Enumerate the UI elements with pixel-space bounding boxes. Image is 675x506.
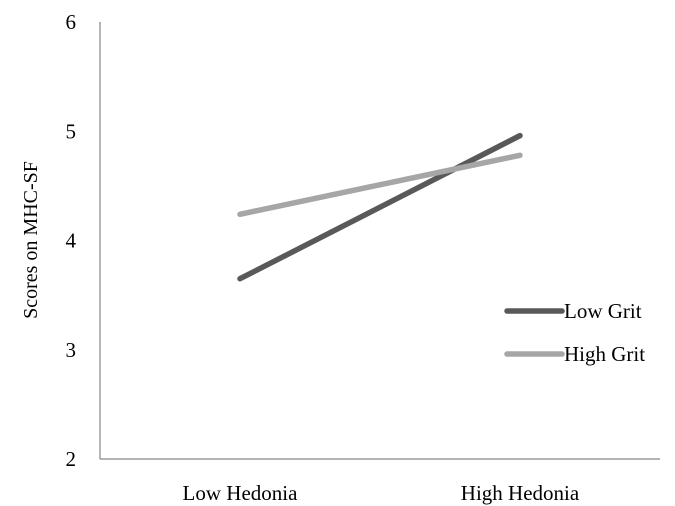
y-tick-labels: 2 3 4 5 6 <box>66 10 77 471</box>
legend-label-high-grit: High Grit <box>564 342 645 366</box>
series-line-low-grit <box>237 132 523 282</box>
y-tick-label: 5 <box>66 119 77 143</box>
y-tick-label: 2 <box>66 447 77 471</box>
y-tick-label: 4 <box>66 229 77 253</box>
x-axis: Low Hedonia High Hedonia <box>100 458 660 505</box>
legend: Low Grit High Grit <box>504 299 645 366</box>
y-axis: 2 3 4 5 6 <box>66 10 101 471</box>
legend-label-low-grit: Low Grit <box>564 299 642 323</box>
series-line-high-grit <box>237 152 523 218</box>
series-lines <box>237 132 523 282</box>
x-tick-label: Low Hedonia <box>183 481 299 505</box>
x-tick-label: High Hedonia <box>461 481 580 505</box>
y-axis-title: Scores on MHC-SF <box>20 161 42 319</box>
y-tick-label: 3 <box>66 338 77 362</box>
y-tick-label: 6 <box>66 10 77 34</box>
x-tick-labels: Low Hedonia High Hedonia <box>183 481 580 505</box>
